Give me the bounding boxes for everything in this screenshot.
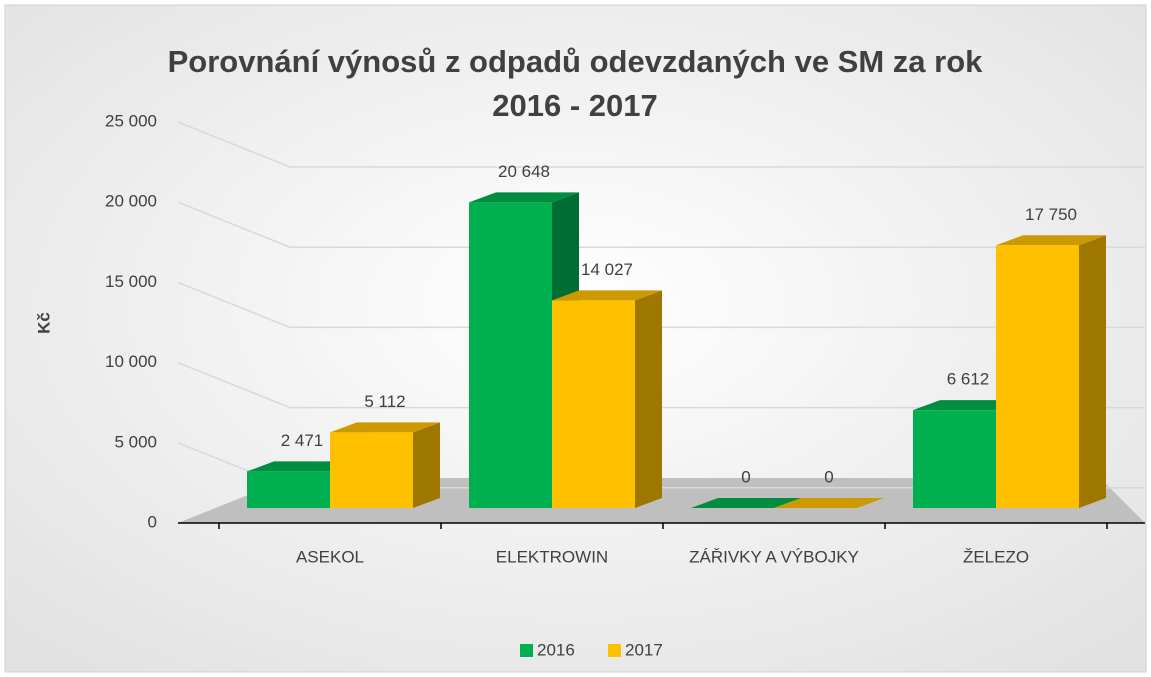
bar-front <box>247 471 330 508</box>
legend-swatch <box>520 644 533 657</box>
bar <box>996 235 1106 509</box>
data-label: 0 <box>741 467 750 486</box>
chart-title: Porovnání výnosů z odpadů odevzdaných ve… <box>167 44 983 123</box>
data-label: 2 471 <box>281 431 324 450</box>
grid-line <box>177 121 1145 168</box>
y-axis-label: Kč <box>34 312 53 334</box>
data-label: 17 750 <box>1025 205 1077 224</box>
x-tick-label: ZÁŘIVKY A VÝBOJKY <box>689 547 859 566</box>
data-label: 14 027 <box>581 260 633 279</box>
legend-label: 2016 <box>537 640 575 659</box>
legend-swatch <box>608 644 621 657</box>
bar-top <box>247 461 357 472</box>
x-tick-label: ELEKTROWIN <box>496 547 608 566</box>
grid-line <box>177 281 1145 329</box>
data-label: 6 612 <box>947 370 990 389</box>
grid-line <box>177 361 1145 409</box>
data-label: 5 112 <box>364 392 405 411</box>
bar <box>774 498 884 508</box>
bar <box>552 290 662 508</box>
x-tick-label: ASEKOL <box>296 547 364 566</box>
bar-top <box>552 290 662 301</box>
grid-line <box>177 201 1145 248</box>
bar-top <box>691 498 801 508</box>
bar-front <box>469 202 552 508</box>
bar <box>330 422 440 508</box>
bar-front <box>996 245 1079 509</box>
bar-top <box>469 192 579 203</box>
bar-front <box>330 432 413 508</box>
y-tick-label: 25 000 <box>105 111 157 130</box>
x-tick-label: ŽELEZO <box>963 547 1029 566</box>
bar-side <box>635 290 662 508</box>
y-tick-label: 10 000 <box>105 352 157 371</box>
bar-top <box>774 498 884 508</box>
bar-top <box>996 235 1106 246</box>
data-label: 0 <box>824 467 833 486</box>
y-tick-label: 15 000 <box>105 272 157 291</box>
legend-label: 2017 <box>625 640 663 659</box>
data-label: 20 648 <box>498 162 550 181</box>
bar-top <box>330 422 440 433</box>
bar-front <box>552 300 635 508</box>
y-tick-label: 0 <box>148 512 157 531</box>
bar-front <box>913 410 996 508</box>
y-tick-label: 5 000 <box>114 432 157 451</box>
bar-side <box>1079 235 1106 509</box>
bar <box>691 498 801 508</box>
y-tick-label: 20 000 <box>105 192 157 211</box>
bar-side <box>413 422 440 508</box>
bar-top <box>913 400 1023 411</box>
